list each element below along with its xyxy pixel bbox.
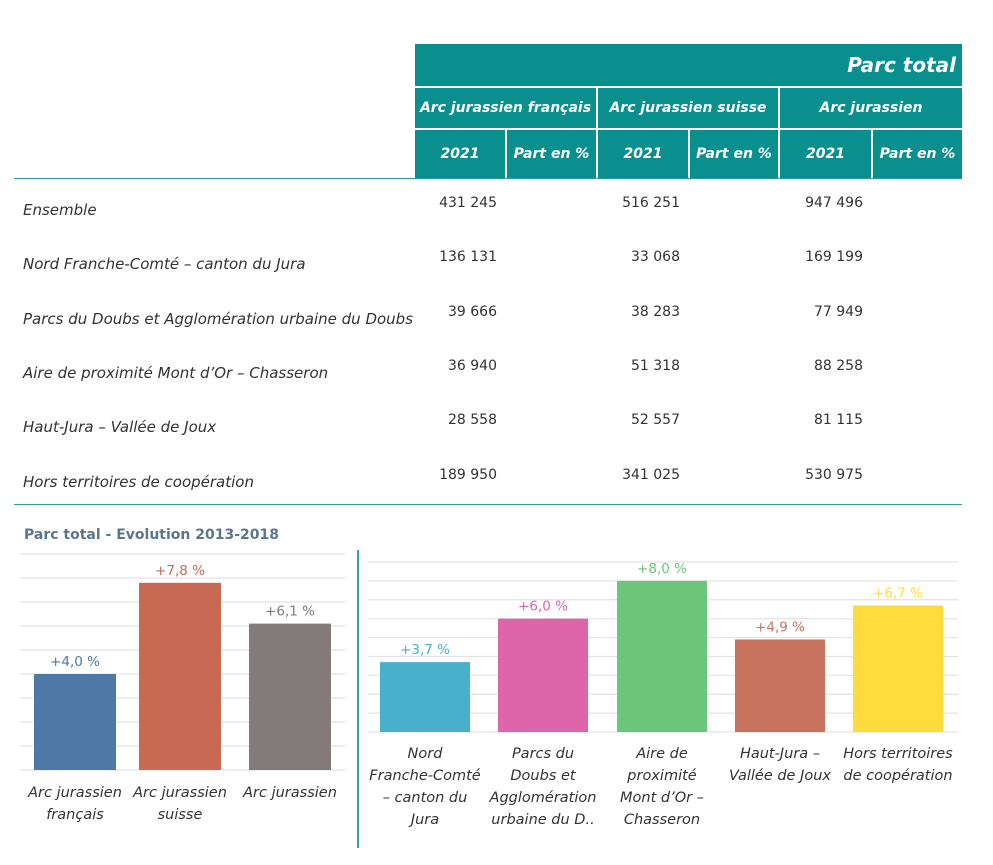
cell-value: 947 496 <box>805 195 863 211</box>
category-label: proximité <box>626 768 696 784</box>
header-bottom-line <box>14 178 962 179</box>
bar <box>498 618 588 732</box>
cell-value: 169 199 <box>805 249 863 266</box>
bar <box>735 639 825 732</box>
category-label: Doubs et <box>510 768 577 784</box>
bar <box>139 582 221 770</box>
row-label: Parcs du Doubs et Agglomération urbaine … <box>23 309 414 328</box>
data-label: +8,0 % <box>637 561 687 577</box>
bar <box>34 674 116 770</box>
category-label: Haut-Jura – <box>740 746 820 762</box>
data-label: +7,8 % <box>155 563 205 579</box>
category-label: Vallée de Joux <box>729 768 831 784</box>
row-label: Hors territoires de coopération <box>23 472 254 491</box>
category-label: Jura <box>408 812 439 828</box>
table-bottom-line <box>14 504 962 505</box>
data-label: +3,7 % <box>400 642 450 658</box>
subheader-share: Part en % <box>690 130 778 178</box>
cell-value: 189 950 <box>439 466 497 483</box>
subheader-share: Part en % <box>873 130 962 178</box>
category-label: urbaine du D.. <box>491 812 594 828</box>
bar <box>249 623 331 770</box>
category-label: Agglomération <box>489 790 597 806</box>
row-label: Aire de proximité Mont d’Or – Chasseron <box>23 363 329 382</box>
group-header-fr: Arc jurassien français <box>415 88 596 128</box>
cell-value: 36 940 <box>448 357 497 374</box>
subheader-year: 2021 <box>780 130 871 178</box>
cell-value: 33 068 <box>631 249 680 266</box>
category-label: Franche-Comté <box>369 768 480 784</box>
category-label: Arc jurassien <box>132 785 227 801</box>
group-header-all: Arc jurassien <box>780 88 962 128</box>
cell-value: 341 025 <box>622 466 680 483</box>
table-title: Parc total <box>415 44 962 86</box>
category-label: Aire de <box>635 746 688 762</box>
category-label: Arc jurassien <box>242 785 337 801</box>
bar <box>380 662 470 732</box>
cell-value: 77 949 <box>814 303 863 320</box>
category-label: suisse <box>158 807 203 823</box>
data-label: +6,7 % <box>873 585 923 601</box>
chart-separator <box>357 550 359 848</box>
category-label: Nord <box>408 746 444 762</box>
cell-value: 516 251 <box>622 195 680 211</box>
cell-value: 51 318 <box>631 357 680 374</box>
data-label: +6,1 % <box>265 604 315 620</box>
category-label: Mont d’Or – <box>620 790 704 806</box>
cell-value: 136 131 <box>439 249 497 266</box>
subheader-year: 2021 <box>415 130 505 178</box>
chart-title: Parc total - Evolution 2013-2018 <box>24 527 279 543</box>
cell-value: 39 666 <box>448 303 497 320</box>
bar <box>617 580 707 732</box>
category-label: Parcs du <box>512 746 574 762</box>
data-label: +6,0 % <box>518 599 568 615</box>
category-label: de coopération <box>843 768 952 784</box>
cell-value: 530 975 <box>805 466 863 483</box>
category-label: – canton du <box>383 790 468 806</box>
category-label: français <box>46 807 104 823</box>
cell-value: 38 283 <box>631 303 680 320</box>
cell-value: 88 258 <box>814 357 863 374</box>
subheader-year: 2021 <box>598 130 688 178</box>
category-label: Hors territoires <box>843 746 953 762</box>
cell-value: 52 557 <box>631 412 680 429</box>
bar <box>853 605 943 732</box>
cell-value: 431 245 <box>439 195 497 211</box>
data-label: +4,9 % <box>755 619 805 635</box>
group-header-ch: Arc jurassien suisse <box>598 88 778 128</box>
row-label: Nord Franche-Comté – canton du Jura <box>23 255 306 274</box>
row-label: Haut-Jura – Vallée de Joux <box>23 418 217 437</box>
category-label: Arc jurassien <box>27 785 122 801</box>
subheader-share: Part en % <box>507 130 596 178</box>
cell-value: 81 115 <box>814 412 863 429</box>
category-label: Chasseron <box>624 812 700 828</box>
data-label: +4,0 % <box>50 654 100 670</box>
table-title-text: Parc total <box>847 53 956 77</box>
row-label: Ensemble <box>23 201 97 219</box>
cell-value: 28 558 <box>448 412 497 429</box>
